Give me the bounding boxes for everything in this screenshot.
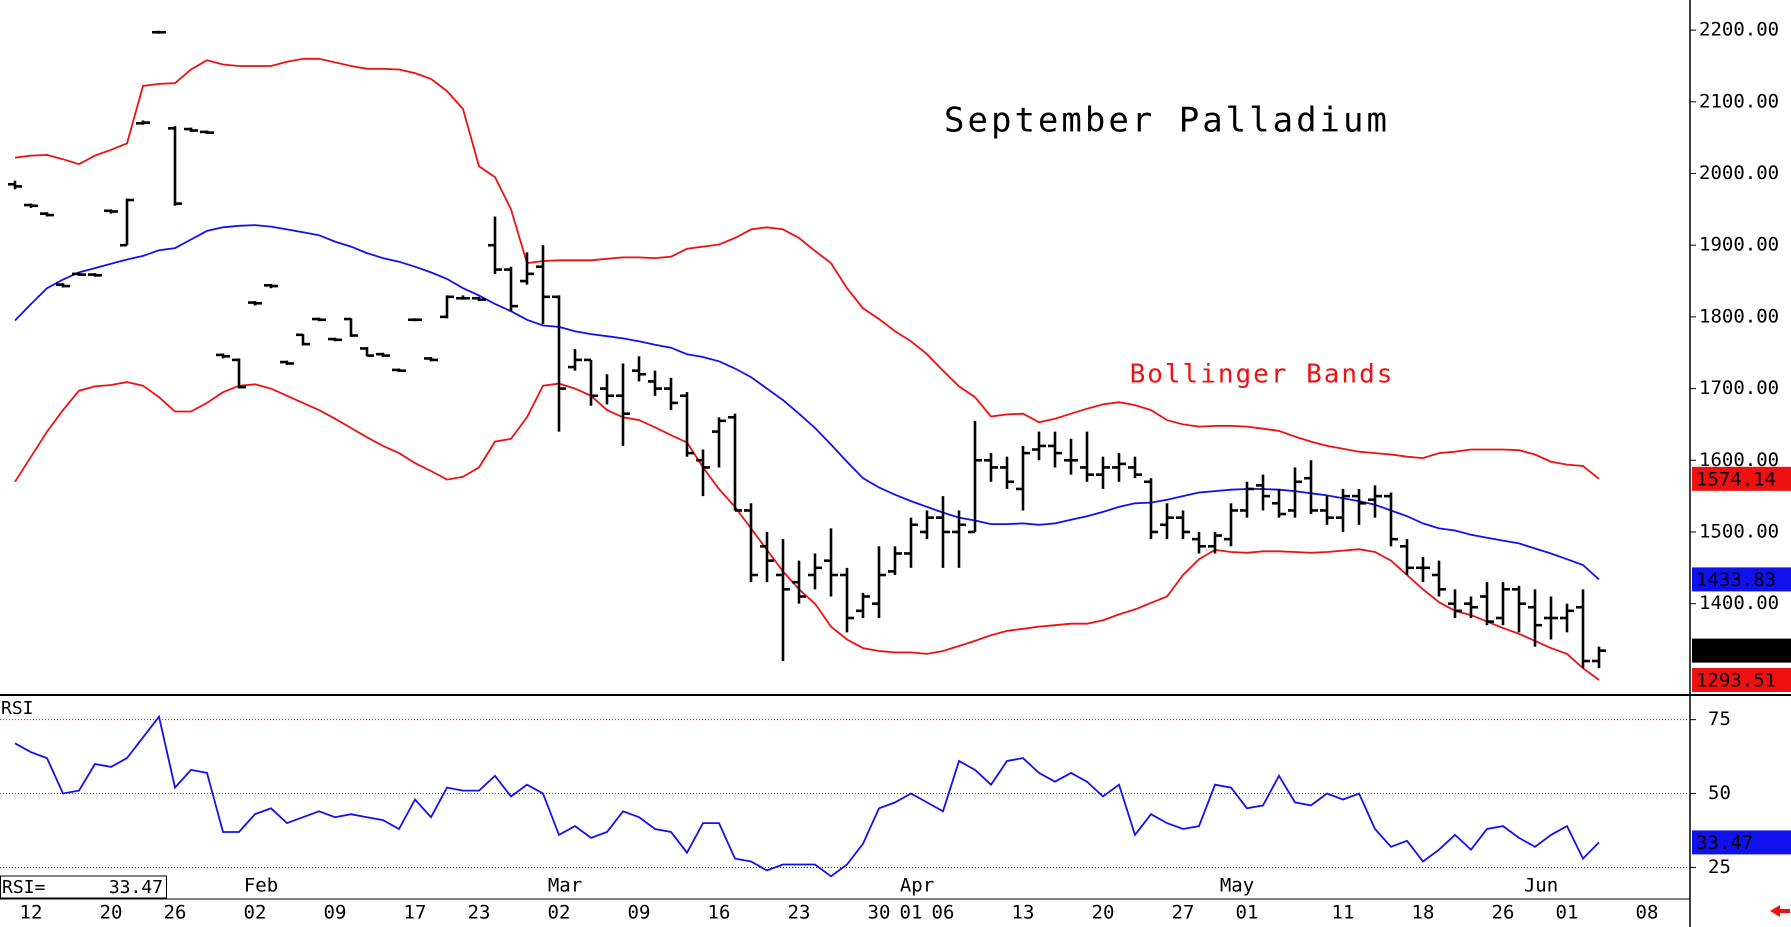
x-tick-label: 27 [1172, 902, 1195, 924]
bollinger-band [14, 57, 1600, 480]
rsi-last-value: 33.47 [1696, 832, 1753, 854]
x-tick-label: 23 [788, 902, 811, 924]
x-tick-label: 01 [1556, 902, 1579, 924]
month-label: May [1220, 875, 1254, 897]
x-tick-label: 20 [100, 902, 123, 924]
x-tick-label: 11 [1332, 902, 1355, 924]
band-last-value: 1574.14 [1696, 468, 1776, 490]
x-tick-label: 02 [548, 902, 571, 924]
month-label: Jun [1524, 875, 1558, 897]
y-tick-label: 1400.00 [1699, 592, 1779, 614]
x-tick-label: 01 [900, 902, 923, 924]
x-tick-label: 13 [1012, 902, 1035, 924]
x-tick-label: 12 [20, 902, 43, 924]
x-tick-label: 17 [404, 902, 427, 924]
x-tick-label: 16 [708, 902, 731, 924]
y-tick-label: 2000.00 [1699, 162, 1779, 184]
x-tick-label: 06 [932, 902, 955, 924]
x-tick-label: 01 [1236, 902, 1259, 924]
rsi-last-value-box [1692, 830, 1791, 855]
x-tick-label: 26 [1492, 902, 1515, 924]
rsi-readout-box [0, 875, 167, 899]
y-tick-label: 1800.00 [1699, 305, 1779, 327]
y-tick-label: 2100.00 [1699, 90, 1779, 112]
band-last-value-box [1692, 466, 1791, 491]
y-tick-label: 75 [1708, 708, 1731, 730]
y-tick-label: 1900.00 [1699, 234, 1779, 256]
rsi-readout-value: 33.47 [109, 877, 163, 898]
y-tick-label: 1600.00 [1699, 449, 1779, 471]
close-last-value-box [1692, 638, 1791, 663]
y-tick-label: 1500.00 [1699, 520, 1779, 542]
month-label: Apr [900, 875, 934, 897]
rsi-line [14, 714, 1600, 878]
x-tick-label: 18 [1412, 902, 1435, 924]
y-tick-label: 2200.00 [1699, 19, 1779, 41]
scroll-arrow [1770, 905, 1790, 917]
x-tick-label: 02 [244, 902, 267, 924]
month-label: Mar [548, 875, 582, 897]
x-tick-label: 26 [164, 902, 187, 924]
x-tick-label: 09 [628, 902, 651, 924]
y-tick-label: 50 [1708, 782, 1731, 804]
band-last-value-box [1692, 567, 1791, 592]
bollinger-band [14, 224, 1600, 581]
rsi-readout-label: RSI= [2, 877, 46, 898]
x-tick-label: 20 [1092, 902, 1115, 924]
close-last-value: 1334.50 [1696, 640, 1776, 662]
y-tick-label: 25 [1708, 856, 1731, 878]
chart-title: September Palladium [944, 101, 1390, 141]
month-label: Feb [244, 875, 278, 897]
band-last-value: 1293.51 [1696, 670, 1776, 692]
x-tick-label: 30 [868, 902, 891, 924]
band-last-value: 1433.83 [1696, 569, 1776, 591]
annotation: Bollinger Bands [1130, 360, 1395, 390]
rsi-label: RSI [1, 698, 34, 719]
x-tick-label: 23 [468, 902, 491, 924]
band-last-value-box [1692, 668, 1791, 693]
bollinger-band [14, 381, 1600, 681]
y-tick-label: 1700.00 [1699, 377, 1779, 399]
x-tick-label: 08 [1636, 902, 1659, 924]
x-tick-label: 09 [324, 902, 347, 924]
